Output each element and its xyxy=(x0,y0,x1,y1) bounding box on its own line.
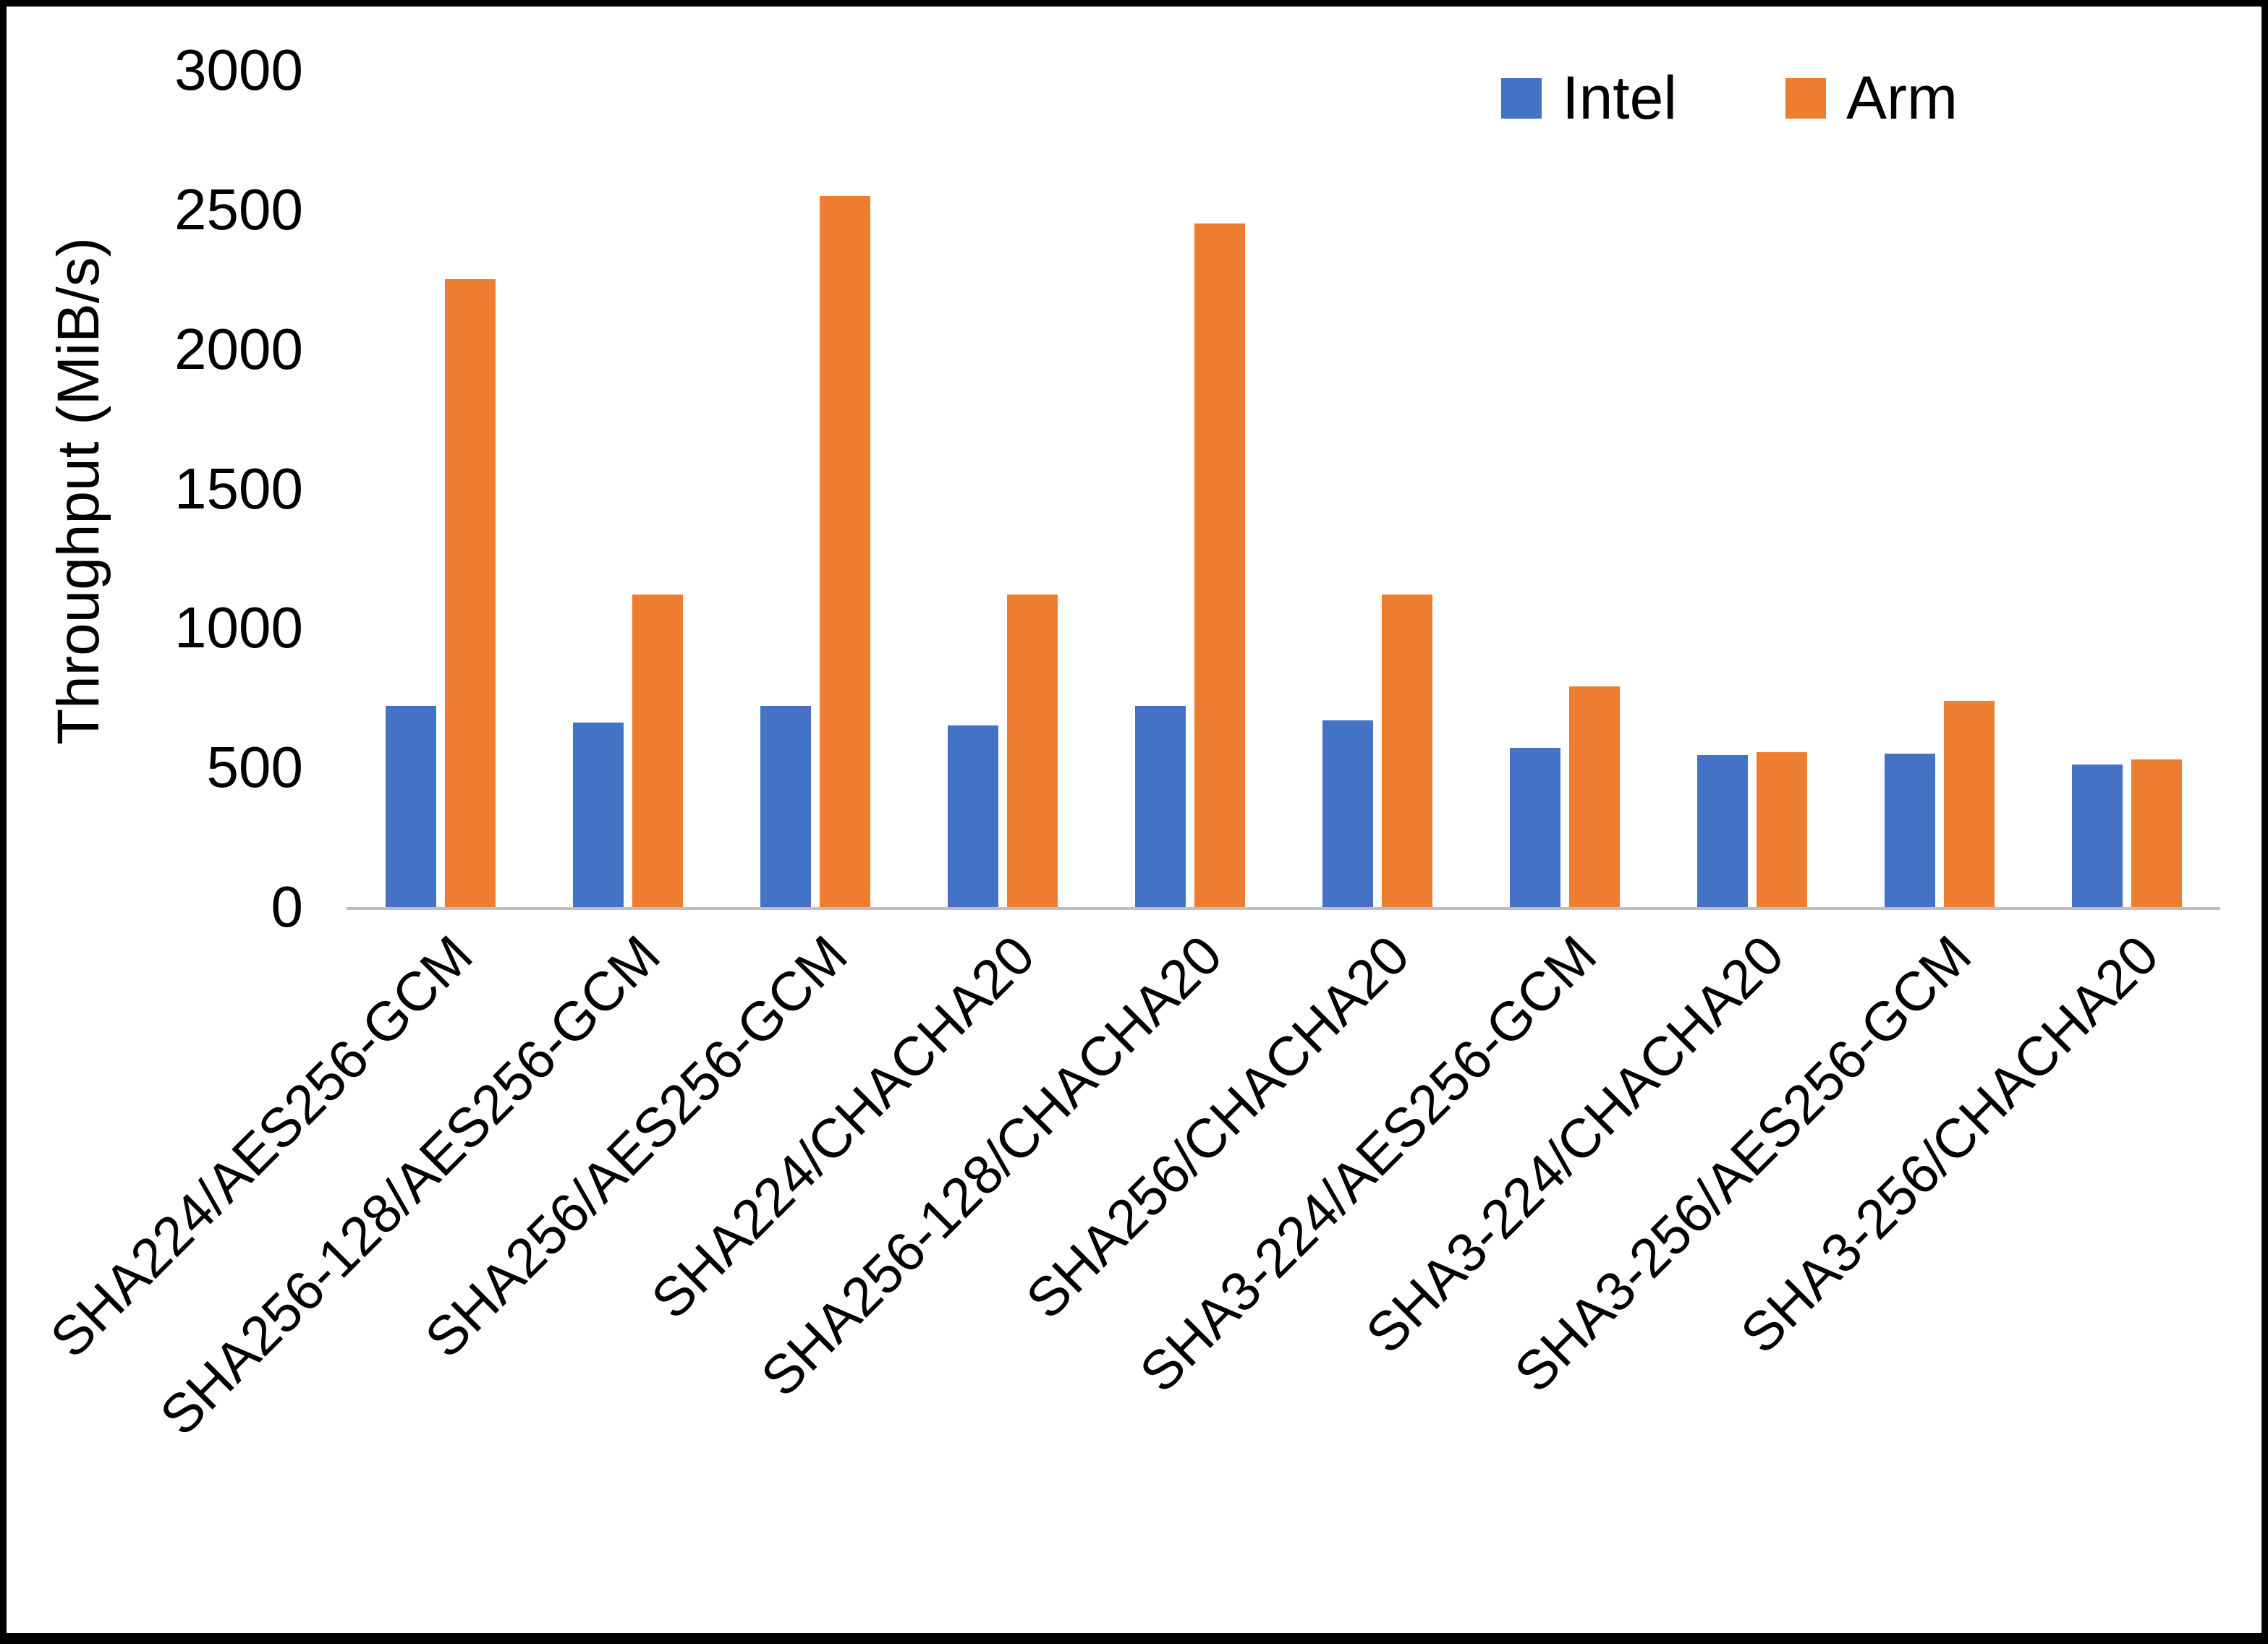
bar-group xyxy=(1846,70,2033,907)
bar-arm xyxy=(1006,595,1058,907)
y-axis-tick-label: 1500 xyxy=(174,456,303,521)
bar-intel xyxy=(1696,754,1748,907)
bar-arm xyxy=(444,279,496,907)
y-axis-tick-label: 1000 xyxy=(174,595,303,660)
bar-arm xyxy=(632,595,683,907)
bar-intel xyxy=(1134,706,1186,907)
legend-item-intel: Intel xyxy=(1501,63,1677,133)
legend-swatch-intel xyxy=(1501,77,1542,119)
legend-label: Intel xyxy=(1562,64,1678,132)
x-axis-labels: SHA224/AES256-GCM SHA256-128/AES256-GCM SH… xyxy=(39,924,2220,1502)
legend-swatch-arm xyxy=(1785,77,1827,119)
legend: Intel Arm xyxy=(1501,63,1958,133)
bar-group xyxy=(347,70,534,907)
bar-intel xyxy=(385,706,436,907)
bar-group xyxy=(1096,70,1283,907)
bar-intel xyxy=(2071,764,2123,907)
bar-arm xyxy=(1381,595,1432,907)
legend-label: Arm xyxy=(1846,64,1958,132)
bar-intel xyxy=(1509,748,1560,907)
bar-intel xyxy=(572,723,624,907)
bar-group xyxy=(1283,70,1471,907)
bar-group xyxy=(721,70,909,907)
y-axis-tick-label: 2500 xyxy=(174,176,303,242)
bar-arm xyxy=(1568,686,1620,907)
bar-intel xyxy=(760,706,811,907)
bar-group xyxy=(909,70,1096,907)
legend-item-arm: Arm xyxy=(1785,63,1958,133)
bar-arm xyxy=(1194,223,1245,907)
bar-group xyxy=(2033,70,2220,907)
bar-arm xyxy=(1943,700,1995,907)
bar-group xyxy=(534,70,721,907)
bar-intel xyxy=(1322,720,1373,907)
bar-group xyxy=(1658,70,1846,907)
bar-arm xyxy=(2131,759,2182,907)
y-axis-tick-label: 2000 xyxy=(174,316,303,381)
bar-arm xyxy=(1756,751,1807,907)
bar-intel xyxy=(947,725,998,907)
y-axis-tick-label: 3000 xyxy=(174,38,303,102)
plot-area xyxy=(347,70,2220,910)
bar-intel xyxy=(1884,753,1935,907)
bar-group xyxy=(1471,70,1658,907)
bar-arm xyxy=(819,195,870,907)
y-axis-tick-label: 0 xyxy=(271,874,304,939)
y-axis-tick-labels: 0 500 1000 1500 2000 2500 3000 xyxy=(93,38,303,939)
y-axis-tick-label: 500 xyxy=(206,735,303,800)
